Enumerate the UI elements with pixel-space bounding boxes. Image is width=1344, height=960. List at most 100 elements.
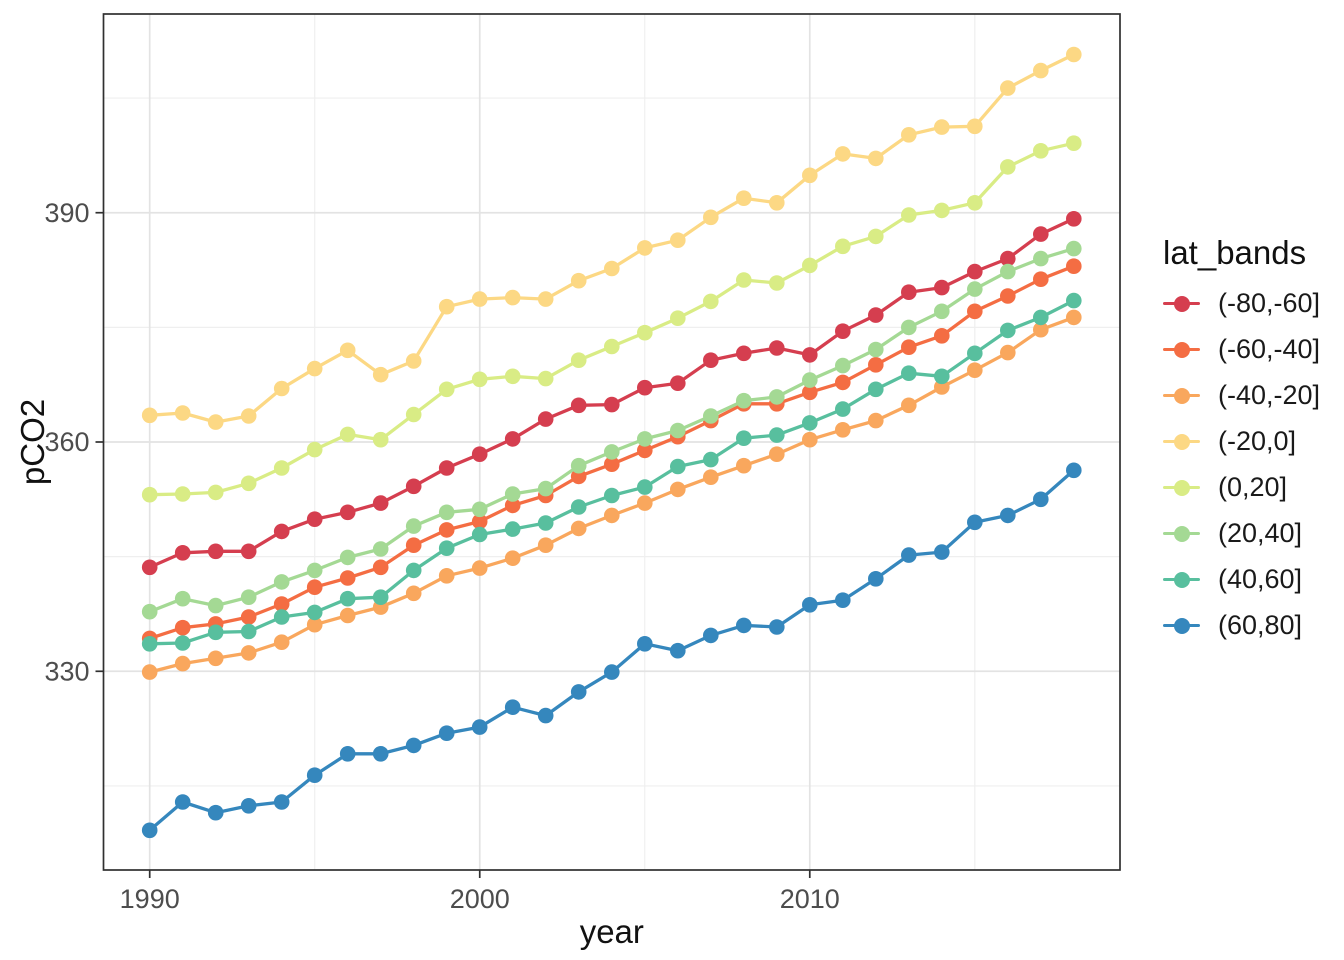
data-point-s7-2006 — [670, 642, 686, 659]
data-point-s6-2001 — [504, 521, 521, 537]
data-point-s6-1998 — [405, 562, 422, 579]
data-point-s2-2001 — [504, 550, 521, 566]
data-point-s4-2003 — [570, 352, 587, 369]
data-point-s2-2017 — [1033, 321, 1049, 338]
data-point-s5-1990 — [141, 603, 158, 620]
data-point-s2-1993 — [240, 645, 257, 661]
y-tick-label-360: 360 — [44, 427, 89, 457]
data-point-s3-2011 — [835, 146, 851, 162]
data-point-s6-1990 — [141, 636, 158, 652]
data-point-s5-1995 — [306, 562, 323, 579]
data-point-s1-2000 — [471, 513, 488, 530]
data-point-s4-2001 — [504, 368, 521, 385]
data-point-s2-2004 — [604, 507, 620, 524]
legend-key-dot — [1173, 617, 1190, 634]
data-point-s7-1991 — [174, 794, 191, 810]
data-point-s2-2018 — [1066, 309, 1082, 326]
data-point-s0-2017 — [1033, 226, 1049, 242]
data-point-s3-2012 — [868, 150, 884, 167]
data-point-s7-2009 — [769, 619, 785, 635]
data-point-s0-1990 — [141, 559, 158, 576]
data-point-s3-2008 — [736, 190, 752, 206]
data-point-s7-2010 — [802, 597, 818, 613]
data-point-s4-2016 — [1000, 159, 1016, 175]
data-point-s2-1990 — [141, 664, 158, 680]
plot-panel: 1990 2000 2010 330 360 390 — [44, 13, 1121, 914]
data-point-s1-2004 — [604, 456, 620, 473]
data-point-s0-1995 — [306, 511, 323, 527]
data-point-s7-2008 — [736, 617, 752, 634]
x-axis-title: year — [580, 913, 644, 950]
data-point-s0-2000 — [471, 446, 488, 463]
data-point-s4-2002 — [537, 370, 554, 387]
data-point-s7-2015 — [967, 514, 983, 531]
data-point-s3-2001 — [504, 289, 521, 306]
legend-key-icon — [1163, 341, 1200, 359]
data-point-s4-1995 — [306, 441, 323, 458]
data-point-s5-2001 — [504, 486, 521, 502]
data-point-s7-2007 — [703, 627, 719, 644]
data-point-s0-1992 — [207, 543, 224, 560]
data-point-s2-2006 — [670, 481, 686, 498]
data-point-s1-2017 — [1033, 271, 1049, 288]
data-point-s3-2005 — [637, 240, 653, 256]
data-point-s5-1993 — [240, 589, 257, 605]
data-point-s3-2007 — [703, 209, 719, 226]
data-point-s2-1994 — [273, 634, 290, 650]
data-point-s1-1997 — [372, 559, 389, 576]
legend-row-1: (-60,-40] — [1163, 330, 1320, 370]
data-point-s3-1994 — [273, 380, 290, 397]
data-point-s5-1999 — [438, 504, 455, 521]
data-point-s3-2006 — [670, 232, 686, 248]
x-tick-label-1990: 1990 — [120, 884, 180, 914]
data-point-s2-1999 — [438, 568, 455, 584]
data-point-s2-2007 — [703, 469, 719, 486]
data-point-s2-1991 — [174, 655, 191, 672]
data-point-s4-2014 — [934, 202, 950, 219]
data-point-s5-2006 — [670, 422, 686, 439]
data-point-s5-2015 — [967, 281, 983, 297]
legend-label: (-40,-20] — [1218, 380, 1321, 411]
data-point-s1-1998 — [405, 537, 422, 553]
legend-key-icon — [1163, 295, 1200, 313]
data-point-s5-2002 — [537, 480, 554, 497]
data-point-s4-2018 — [1066, 135, 1082, 151]
data-point-s2-1998 — [405, 585, 422, 602]
data-point-s5-2005 — [637, 431, 653, 447]
data-point-s4-1997 — [372, 431, 389, 448]
data-point-s4-1992 — [207, 484, 224, 501]
data-point-s2-2016 — [1000, 344, 1016, 361]
data-point-s2-2010 — [802, 431, 818, 448]
legend-label: (-80,-60] — [1218, 288, 1321, 319]
data-point-s7-1995 — [306, 767, 323, 783]
data-point-s6-2012 — [868, 381, 884, 398]
legend-row-5: (20,40] — [1163, 514, 1320, 554]
data-point-s3-2015 — [967, 118, 983, 135]
data-point-s4-2012 — [868, 228, 884, 245]
data-point-s7-2012 — [868, 571, 884, 587]
data-point-s7-1992 — [207, 804, 224, 821]
legend-row-6: (40,60] — [1163, 560, 1320, 600]
data-point-s0-2013 — [901, 284, 917, 301]
data-point-s5-2010 — [802, 372, 818, 388]
data-point-s3-2017 — [1033, 62, 1049, 79]
legend-label: (60,80] — [1218, 610, 1303, 641]
data-point-s1-1995 — [306, 579, 323, 595]
data-point-s3-1992 — [207, 414, 224, 430]
data-point-s1-2014 — [934, 328, 950, 344]
data-point-s4-2008 — [736, 272, 752, 288]
data-point-s4-2013 — [901, 207, 917, 223]
data-point-s3-2003 — [570, 272, 587, 289]
data-point-s4-2011 — [835, 238, 851, 255]
data-point-s4-1996 — [339, 426, 356, 443]
data-point-s7-1999 — [438, 725, 455, 741]
data-point-s3-2002 — [537, 291, 554, 307]
data-point-s7-2001 — [504, 699, 521, 715]
data-point-s1-2010 — [802, 384, 818, 401]
data-point-s5-2008 — [736, 392, 752, 409]
data-point-s4-1993 — [240, 475, 257, 492]
data-point-s3-1999 — [438, 298, 455, 315]
data-point-s6-2010 — [802, 415, 818, 431]
